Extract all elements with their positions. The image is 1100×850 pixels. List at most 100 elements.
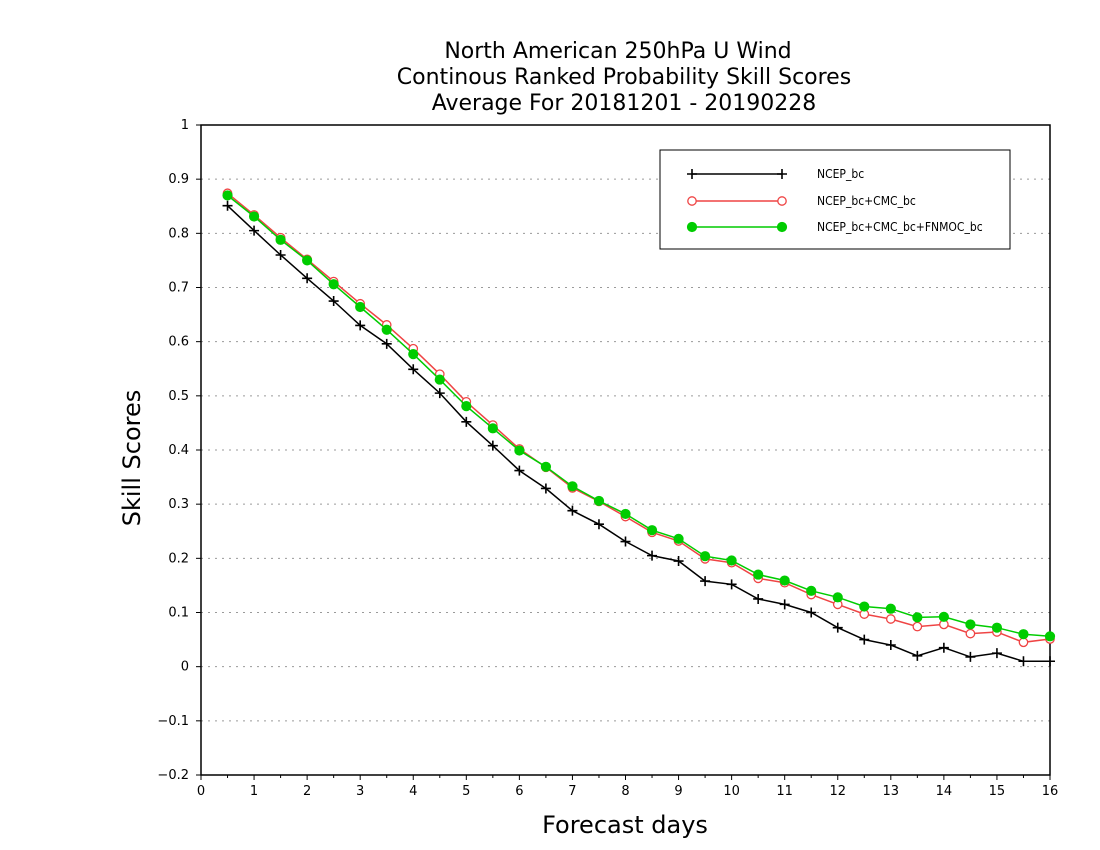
x-tick-label: 2 [303, 784, 311, 799]
y-tick-label: 0 [181, 660, 189, 675]
x-tick-label: 14 [936, 784, 953, 799]
y-tick-label: 0.8 [168, 226, 189, 241]
data-point [938, 642, 949, 653]
data-point [381, 324, 392, 335]
data-point [646, 525, 658, 536]
y-tick-label: 0.1 [168, 606, 189, 621]
data-point [381, 338, 392, 349]
grid [201, 178, 1050, 722]
x-tick-label: 4 [409, 784, 417, 799]
data-point [779, 575, 790, 586]
data-point [806, 585, 817, 596]
data-point [249, 225, 260, 236]
x-tick-label: 3 [356, 784, 364, 799]
data-point [965, 651, 976, 662]
data-point [912, 621, 923, 632]
data-point [777, 196, 787, 206]
legend-box [659, 149, 1011, 250]
data-point [408, 364, 419, 375]
data-point [885, 640, 896, 650]
axis-ticks: −0.2−0.100.10.20.30.40.50.60.70.80.910 1 2… [157, 118, 1058, 799]
chart-title-line-2: Continous Ranked Probability Skill Score… [397, 65, 851, 90]
data-point [593, 495, 605, 507]
legend-entry-1: NCEP_bc [687, 167, 864, 181]
data-point [620, 508, 631, 520]
data-point [1045, 656, 1055, 667]
series-line [227, 192, 1051, 644]
data-point [1018, 656, 1029, 667]
data-point [461, 401, 472, 412]
y-tick-label: −0.1 [157, 714, 189, 729]
y-tick-label: 0.3 [168, 497, 189, 512]
data-point [885, 614, 896, 624]
series-line [226, 205, 1050, 663]
x-tick-label: 12 [829, 784, 846, 799]
data-point [355, 301, 366, 313]
series-line [227, 194, 1051, 638]
data-point [938, 611, 949, 622]
data-point [487, 440, 498, 451]
y-tick-label: 0.6 [168, 335, 189, 350]
data-point [461, 416, 472, 427]
y-tick-label: 0.9 [168, 172, 189, 187]
data-point [434, 374, 445, 385]
data-point [859, 634, 870, 645]
data-point [514, 445, 525, 456]
data-point [487, 423, 498, 434]
y-tick-label: 0.5 [168, 389, 189, 404]
chart-title-line-1: North American 250hPa U Wind [444, 39, 791, 64]
data-point [222, 200, 233, 211]
data-point [991, 622, 1003, 633]
data-point [540, 461, 552, 472]
legend-label: NCEP_bc+CMC_bc [817, 194, 916, 208]
y-tick-label: 0.7 [168, 281, 189, 296]
series-2 [222, 188, 1055, 648]
data-point [275, 250, 286, 260]
series-1 [222, 200, 1055, 667]
x-tick-label: 7 [568, 784, 576, 799]
data-point [514, 465, 525, 476]
data-point [302, 273, 313, 284]
x-tick-label: 13 [883, 784, 900, 799]
data-point [776, 221, 788, 233]
series-3 [222, 190, 1056, 642]
data-point [647, 550, 658, 561]
data-point [593, 519, 604, 530]
data-point [567, 481, 578, 492]
x-tick-label: 8 [621, 784, 629, 799]
x-tick-label: 10 [723, 784, 740, 799]
data-point [779, 599, 790, 610]
y-axis-label: Skill Scores [118, 390, 146, 527]
data-point [1018, 629, 1029, 640]
x-tick-label: 11 [776, 784, 793, 799]
x-tick-label: 1 [250, 784, 258, 799]
data-point [885, 603, 896, 614]
data-point [686, 221, 698, 233]
data-point [567, 505, 578, 516]
data-point [275, 234, 286, 245]
data-point [753, 593, 764, 604]
data-point [912, 650, 923, 661]
data-point [991, 648, 1002, 659]
x-tick-label: 6 [515, 784, 523, 799]
legend: NCEP_bc NCEP_bc+CMC_bc NCEP_bc+CMC_bc+FNMO… [659, 149, 1011, 250]
x-tick-label: 0 [197, 784, 205, 799]
data-point [965, 628, 976, 639]
data-point [248, 211, 260, 222]
data-point [753, 569, 764, 580]
x-tick-label: 5 [462, 784, 470, 799]
data-point [806, 607, 817, 618]
x-tick-label: 15 [989, 784, 1006, 799]
legend-entry-3: NCEP_bc+CMC_bc+FNMOC_bc [686, 220, 983, 234]
data-point [355, 320, 366, 331]
legend-label: NCEP_bc+CMC_bc+FNMOC_bc [817, 220, 983, 234]
x-axis-label: Forecast days [542, 811, 708, 839]
y-tick-label: 0.2 [168, 551, 189, 566]
data-point [408, 349, 419, 360]
data-point [965, 619, 976, 630]
data-point [328, 296, 339, 307]
data-point [912, 612, 923, 623]
data-point [222, 190, 233, 201]
y-tick-label: 1 [181, 118, 189, 133]
data-point [434, 388, 445, 399]
